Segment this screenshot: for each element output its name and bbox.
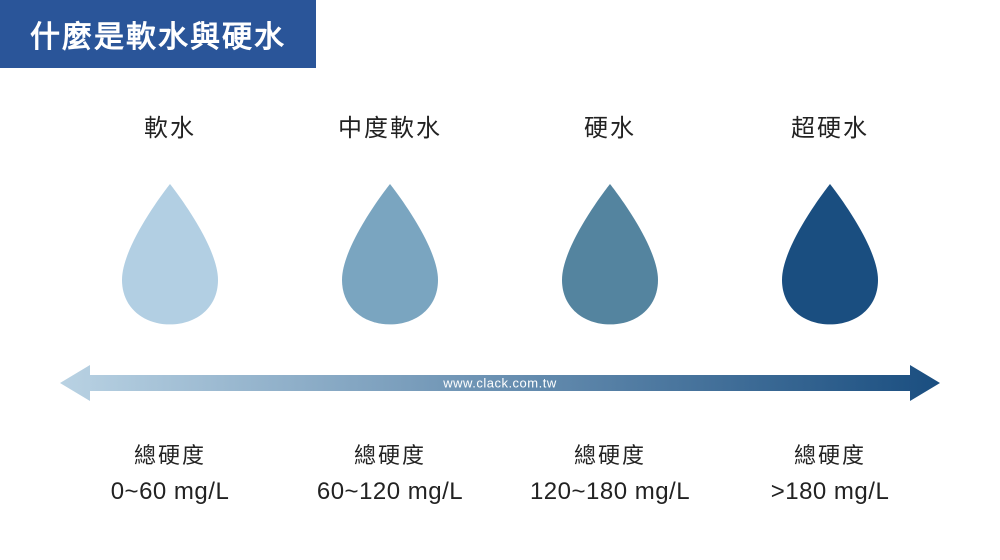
hardness-col: 總硬度 >180 mg/L <box>720 438 940 506</box>
hardness-col: 總硬度 60~120 mg/L <box>280 438 500 506</box>
hardness-label: 總硬度 <box>574 438 646 470</box>
drop-wrap <box>330 173 450 333</box>
hardness-value: 0~60 mg/L <box>111 478 230 506</box>
hardness-label: 總硬度 <box>794 438 866 470</box>
water-drop-icon <box>770 178 890 328</box>
water-drop-icon <box>110 178 230 328</box>
water-drop-icon <box>330 178 450 328</box>
hardness-value: 120~180 mg/L <box>530 478 690 506</box>
category-label: 硬水 <box>584 108 636 143</box>
title-text: 什麼是軟水與硬水 <box>30 21 286 54</box>
drop-wrap <box>770 173 890 333</box>
hardness-value: 60~120 mg/L <box>317 478 463 506</box>
water-drop-icon <box>550 178 670 328</box>
hardness-row: 總硬度 0~60 mg/L 總硬度 60~120 mg/L 總硬度 120~18… <box>0 438 1000 506</box>
hardness-label: 總硬度 <box>354 438 426 470</box>
gradient-arrow: www.clack.com.tw <box>60 363 940 403</box>
category-col: 硬水 <box>500 108 720 333</box>
hardness-col: 總硬度 120~180 mg/L <box>500 438 720 506</box>
category-label: 超硬水 <box>791 108 869 143</box>
category-col: 超硬水 <box>720 108 940 333</box>
drop-wrap <box>110 173 230 333</box>
category-row: 軟水 中度軟水 硬水 超硬水 <box>0 108 1000 333</box>
drop-wrap <box>550 173 670 333</box>
arrow-url-text: www.clack.com.tw <box>443 376 556 391</box>
category-label: 中度軟水 <box>338 108 442 143</box>
category-col: 軟水 <box>60 108 280 333</box>
hardness-value: >180 mg/L <box>771 478 890 506</box>
category-label: 軟水 <box>144 108 196 143</box>
category-col: 中度軟水 <box>280 108 500 333</box>
title-banner: 什麼是軟水與硬水 <box>0 0 316 68</box>
hardness-col: 總硬度 0~60 mg/L <box>60 438 280 506</box>
hardness-label: 總硬度 <box>134 438 206 470</box>
